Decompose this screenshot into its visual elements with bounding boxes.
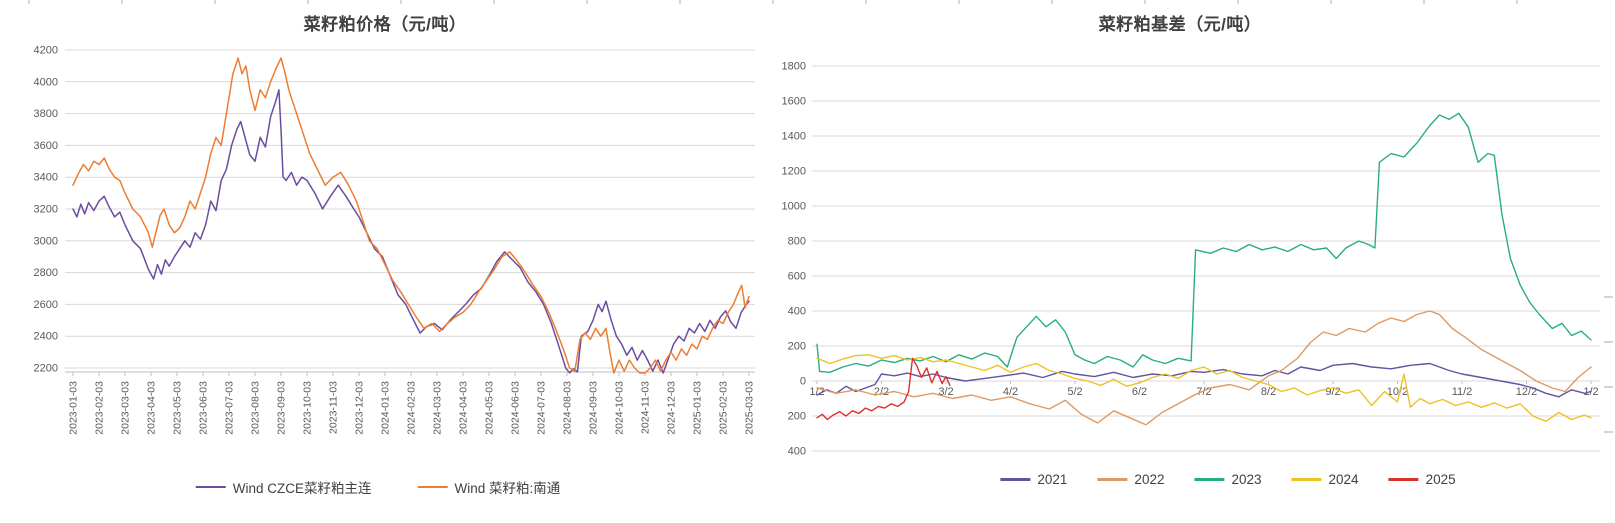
x-tick-label: 2024-12-03: [666, 381, 678, 435]
x-tick-label: 2024-06-03: [510, 381, 522, 435]
y-tick-label: 3200: [34, 204, 58, 216]
y-tick-label: 400: [788, 306, 806, 318]
x-tick-label: 2023-11-03: [328, 381, 340, 434]
x-tick-label: 2024-08-03: [562, 381, 574, 435]
x-tick-label: 2024-01-03: [380, 381, 392, 435]
price-chart: 菜籽粕价格（元/吨） 4200 4000 3800 3600 3400 3200 3000 2…: [0, 0, 770, 523]
crop-artifact-top: [28, 0, 1588, 4]
x-tick-label: 2023-08-03: [250, 381, 262, 435]
x-tick-label: 6/2: [1132, 386, 1147, 398]
x-tick-label: 2024-03-03: [432, 381, 444, 435]
x-tick-label: 2023-06-03: [198, 381, 210, 435]
x-tick-label: 2024-09-03: [588, 381, 600, 435]
x-tick-label: 5/2: [1067, 386, 1082, 398]
y-tick-label: 1400: [782, 131, 806, 143]
legend-swatch: [417, 485, 448, 489]
x-tick-label: 2024-02-03: [406, 381, 418, 435]
legend-item-Wind 菜籽粕:南通: Wind 菜籽粕:南通: [417, 477, 561, 497]
x-tick-label: 2023-07-03: [224, 381, 236, 435]
y-tick-label: 3800: [34, 108, 58, 120]
legend-label: 2024: [1328, 472, 1359, 487]
x-tick-label: 2023-05-03: [172, 381, 184, 435]
x-tick-label: 2023-09-03: [276, 381, 288, 435]
x-tick-label: 2023-10-03: [302, 381, 314, 435]
series-line-Wind 菜籽粕:南通: [72, 57, 750, 374]
y-tick-label: 2200: [34, 363, 58, 375]
legend-swatch: [195, 485, 226, 489]
legend-item-2022: 2022: [1097, 472, 1164, 487]
legend-label: Wind 菜籽粕:南通: [454, 481, 561, 496]
legend-swatch: [1194, 478, 1225, 481]
series-line-Wind CZCE菜籽粕主连: [72, 89, 750, 374]
x-tick-label: 3/2: [938, 386, 953, 398]
legend-item-2023: 2023: [1194, 472, 1262, 487]
basis-chart-plot: 1800 1600 1400 1200 1000 800 600 400 200 0 200 400 1…: [782, 61, 1600, 458]
legend-label: 2023: [1231, 472, 1262, 487]
legend-label: 2021: [1037, 472, 1068, 487]
x-tick-label: 2024-11-03: [640, 381, 652, 434]
x-tick-label: 2024-10-03: [614, 381, 626, 435]
y-tick-label: 200: [788, 411, 806, 423]
legend-swatch: [1388, 478, 1419, 481]
y-tick-label: 200: [788, 341, 806, 353]
y-tick-label: 800: [788, 236, 806, 248]
crop-artifact-right: [1604, 296, 1613, 446]
price-chart-title: 菜籽粕价格（元/吨）: [303, 15, 467, 34]
legend-item-2021: 2021: [1000, 472, 1067, 487]
series-line-2023: [816, 112, 1592, 373]
series-line-2025: [816, 357, 951, 421]
x-tick-label: 2023-12-03: [354, 381, 366, 435]
x-tick-label: 2024-07-03: [536, 381, 548, 435]
x-tick-label: 8/2: [1261, 386, 1276, 398]
x-tick-label: 10/2: [1387, 386, 1408, 398]
y-tick-label: 2600: [34, 299, 58, 311]
legend-swatch: [1097, 478, 1128, 481]
x-tick-label: 4/2: [1003, 386, 1018, 398]
x-tick-label: 2024-05-03: [484, 381, 496, 435]
x-tick-label: 2024-04-03: [458, 381, 470, 435]
y-tick-label: 3400: [34, 172, 58, 184]
legend-label: 2022: [1134, 472, 1165, 487]
y-tick-label: 1800: [782, 61, 806, 73]
legend-item-2024: 2024: [1291, 472, 1359, 487]
x-tick-label: 2025-01-03: [692, 381, 704, 435]
y-tick-label: 3600: [34, 140, 58, 152]
y-tick-label: 0: [800, 376, 806, 388]
basis-chart-title: 菜籽粕基差（元/吨）: [1098, 15, 1262, 34]
x-tick-label: 2/2: [874, 386, 889, 398]
x-tick-label: 2025-03-03: [744, 381, 756, 435]
price-chart-plot: 4200 4000 3800 3600 3400 3200 3000 2800 2600 2400…: [34, 45, 756, 435]
x-tick-label: 2023-02-03: [94, 381, 106, 435]
x-tick-label: 2023-04-03: [146, 381, 158, 435]
legend-item-2025: 2025: [1388, 472, 1456, 487]
legend-label: 2025: [1425, 472, 1456, 487]
y-tick-label: 1200: [782, 166, 806, 178]
y-tick-label: 1600: [782, 96, 806, 108]
series-line-2022: [816, 310, 1592, 426]
price-chart-legend: Wind CZCE菜籽粕主连 Wind 菜籽粕:南通: [195, 477, 561, 497]
series-line-2021: [816, 362, 1592, 398]
x-tick-label: 11/2: [1452, 386, 1473, 398]
y-tick-label: 600: [788, 271, 806, 283]
y-tick-label: 2800: [34, 267, 58, 279]
y-tick-label: 1000: [782, 201, 806, 213]
basis-chart-legend: 2021 2022 2023 2024 2025: [1000, 472, 1456, 487]
x-tick-label: 2023-01-03: [68, 381, 80, 435]
legend-label: Wind CZCE菜籽粕主连: [232, 481, 372, 496]
y-tick-label: 3000: [34, 235, 58, 247]
legend-item-Wind CZCE菜籽粕主连: Wind CZCE菜籽粕主连: [195, 477, 372, 497]
y-tick-label: 2400: [34, 331, 58, 343]
legend-swatch: [1000, 478, 1031, 481]
x-tick-label: 12/2: [1516, 386, 1537, 398]
y-tick-label: 400: [788, 446, 806, 458]
basis-chart: 菜籽粕基差（元/吨） 1800 1600 1400 1200 1000 800 600 400…: [770, 0, 1615, 523]
series-line-2024: [816, 354, 1592, 422]
x-tick-label: 2023-03-03: [120, 381, 132, 435]
y-tick-label: 4000: [34, 76, 58, 88]
x-tick-label: 2025-02-03: [718, 381, 730, 435]
y-tick-label: 4200: [34, 45, 58, 57]
legend-swatch: [1291, 478, 1322, 481]
